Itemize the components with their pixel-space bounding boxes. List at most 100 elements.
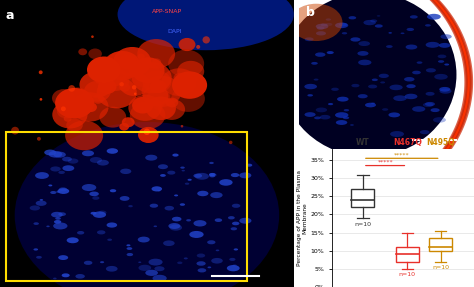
Ellipse shape (412, 71, 421, 74)
Ellipse shape (106, 266, 118, 272)
Ellipse shape (143, 86, 168, 106)
Ellipse shape (127, 247, 132, 250)
Ellipse shape (90, 191, 99, 196)
Ellipse shape (80, 71, 113, 98)
Ellipse shape (103, 51, 140, 80)
Ellipse shape (316, 24, 328, 29)
Ellipse shape (215, 218, 222, 222)
Text: APP-SNAP: APP-SNAP (152, 9, 182, 13)
Ellipse shape (55, 217, 61, 220)
Text: a: a (6, 9, 14, 22)
Ellipse shape (132, 97, 153, 114)
Ellipse shape (107, 222, 117, 228)
Ellipse shape (97, 77, 137, 108)
Ellipse shape (172, 217, 182, 221)
Ellipse shape (197, 191, 209, 196)
Ellipse shape (171, 86, 205, 112)
Ellipse shape (350, 37, 360, 42)
Ellipse shape (137, 39, 175, 69)
Ellipse shape (336, 120, 347, 125)
Ellipse shape (110, 189, 116, 192)
Ellipse shape (15, 122, 279, 287)
Ellipse shape (160, 174, 166, 177)
Ellipse shape (58, 212, 66, 216)
Ellipse shape (433, 117, 446, 123)
Ellipse shape (173, 73, 187, 83)
Ellipse shape (208, 266, 211, 268)
Ellipse shape (138, 127, 159, 143)
Ellipse shape (50, 166, 61, 172)
Bar (396, 247, 419, 262)
Ellipse shape (198, 268, 206, 272)
Ellipse shape (152, 100, 164, 109)
Ellipse shape (150, 204, 158, 208)
Ellipse shape (438, 60, 444, 63)
Ellipse shape (119, 82, 124, 86)
Text: n=10: n=10 (355, 222, 372, 227)
Ellipse shape (35, 172, 49, 179)
Ellipse shape (37, 137, 41, 141)
Ellipse shape (316, 31, 326, 36)
Ellipse shape (75, 274, 85, 279)
Ellipse shape (128, 205, 133, 207)
Ellipse shape (281, 0, 456, 157)
Ellipse shape (132, 85, 137, 90)
Ellipse shape (36, 201, 46, 206)
Ellipse shape (78, 49, 87, 55)
Ellipse shape (100, 107, 126, 128)
Ellipse shape (106, 74, 114, 80)
Ellipse shape (48, 185, 52, 187)
Ellipse shape (44, 150, 56, 155)
Ellipse shape (227, 265, 240, 271)
Ellipse shape (382, 108, 388, 111)
Ellipse shape (405, 94, 418, 99)
Text: n=10: n=10 (399, 272, 416, 278)
Ellipse shape (163, 241, 175, 246)
Ellipse shape (307, 94, 313, 96)
Ellipse shape (39, 98, 42, 101)
Ellipse shape (189, 231, 204, 238)
Ellipse shape (93, 212, 106, 218)
Ellipse shape (59, 187, 67, 191)
Ellipse shape (84, 261, 92, 265)
Polygon shape (0, 0, 294, 287)
Ellipse shape (379, 74, 389, 78)
Ellipse shape (358, 94, 368, 98)
Ellipse shape (128, 95, 162, 121)
Ellipse shape (351, 84, 359, 87)
Ellipse shape (234, 248, 238, 251)
Ellipse shape (196, 261, 206, 266)
Ellipse shape (166, 98, 178, 107)
Ellipse shape (211, 258, 223, 263)
Ellipse shape (328, 103, 333, 105)
Ellipse shape (106, 71, 126, 86)
Ellipse shape (229, 141, 233, 144)
Ellipse shape (216, 249, 219, 251)
Ellipse shape (246, 164, 252, 167)
Ellipse shape (91, 35, 94, 38)
Ellipse shape (179, 38, 195, 51)
Ellipse shape (315, 53, 326, 57)
Ellipse shape (157, 190, 161, 191)
Text: WT: WT (356, 138, 370, 148)
Ellipse shape (98, 79, 117, 94)
Ellipse shape (88, 49, 102, 59)
Ellipse shape (388, 32, 392, 34)
Ellipse shape (62, 157, 72, 162)
Ellipse shape (326, 18, 331, 21)
Ellipse shape (388, 113, 400, 117)
Ellipse shape (371, 102, 375, 104)
Ellipse shape (350, 124, 354, 126)
Ellipse shape (146, 96, 176, 120)
Ellipse shape (119, 72, 150, 96)
Ellipse shape (327, 51, 334, 54)
Ellipse shape (207, 240, 216, 244)
Ellipse shape (342, 32, 347, 34)
Text: b: b (306, 6, 315, 19)
Ellipse shape (420, 130, 429, 134)
Ellipse shape (232, 264, 237, 267)
Ellipse shape (57, 188, 69, 194)
Ellipse shape (426, 92, 435, 96)
Ellipse shape (174, 86, 186, 95)
Ellipse shape (380, 82, 385, 84)
